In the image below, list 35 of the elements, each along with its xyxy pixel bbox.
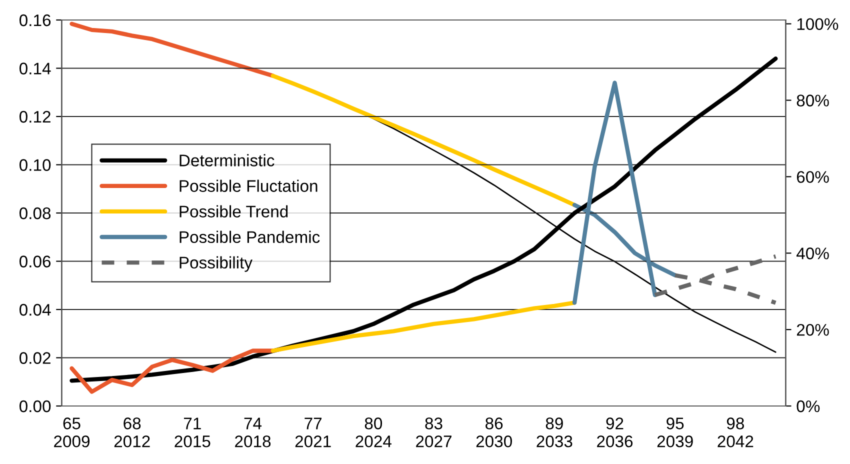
y-tick-label: 0.12 [20, 110, 50, 123]
x-tick-label: 77 2021 [295, 418, 331, 448]
legend-label: Deterministic [180, 154, 274, 166]
x-tick-label: 86 2030 [476, 418, 512, 448]
y-tick-label: 0.16 [20, 14, 51, 26]
x-tick-label: 68 2012 [114, 418, 150, 448]
line-series [70, 22, 275, 78]
x-tick-label: 95 2039 [657, 418, 693, 448]
legend-label: Possibility [180, 256, 252, 272]
x-tick-label: 80 2024 [356, 418, 392, 448]
legend-label: Possible Trend [180, 205, 288, 218]
x-tick-label: 89 2033 [536, 418, 572, 448]
line-series [270, 300, 577, 353]
y2-tick-label: 100% [797, 18, 838, 30]
legend-label: Possible Fluctation [180, 180, 318, 192]
x-tick-label: 92 2036 [597, 418, 633, 448]
y2-tick-label: 60% [796, 171, 829, 183]
y-tick-label: 0.02 [20, 352, 50, 364]
line-series [70, 348, 275, 394]
y2-tick-label: 80% [796, 94, 829, 106]
x-tick-label: 65 2009 [54, 418, 90, 448]
y-tick-label: 0.00 [20, 400, 51, 412]
x-tick-label: 83 2027 [416, 418, 452, 448]
y-tick-label: 0.06 [20, 256, 51, 268]
x-tick-label: 98 2042 [718, 418, 754, 448]
x-tick-label: 71 2015 [174, 418, 210, 448]
legend-label: Possible Pandemic [180, 230, 320, 244]
y-tick-label: 0.14 [20, 62, 51, 74]
y-tick-label: 0.08 [20, 207, 51, 220]
y2-tick-label: 20% [796, 324, 829, 336]
y2-tick-label: 40% [796, 248, 829, 260]
x-tick-label: 74 2018 [235, 418, 271, 448]
y-tick-label: 0.04 [20, 304, 51, 316]
y-tick-label: 0.10 [20, 159, 51, 171]
y2-tick-label: 0% [796, 400, 820, 412]
